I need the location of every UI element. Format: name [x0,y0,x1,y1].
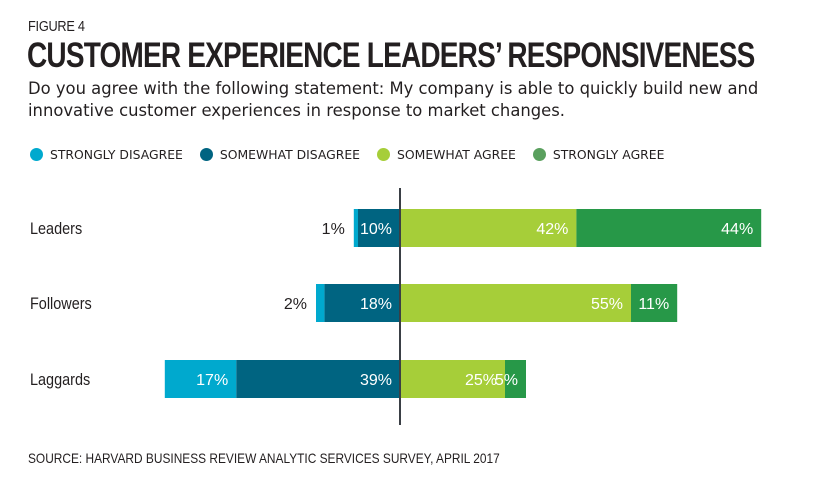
legend-item-somewhat-agree: SOMEWHAT AGREE [377,147,516,162]
bar-somewhat-disagree [324,284,400,322]
bar-somewhat-agree [400,209,577,247]
data-label: 5% [495,372,518,389]
legend-swatch [532,148,546,161]
bar-strongly-agree [631,284,678,322]
legend-label: STRONGLY AGREE [552,147,665,162]
bar-somewhat-disagree [236,360,400,398]
data-label: 1% [322,221,345,238]
bar-somewhat-agree [400,284,631,322]
data-label: 55% [591,296,623,313]
chart-subtitle: Do you agree with the following statemen… [28,79,759,120]
data-label: 17% [196,372,228,389]
chart-title: CUSTOMER EXPERIENCE LEADERS’ RESPONSIVEN… [27,36,755,75]
category-label: Leaders [30,220,82,238]
data-label: 10% [360,221,392,238]
data-label: 18% [360,296,392,313]
category-label: Followers [30,295,92,313]
legend-swatch [199,148,213,161]
legend-label: SOMEWHAT AGREE [397,147,516,162]
category-label: Laggards [30,371,90,389]
legend: STRONGLY DISAGREE SOMEWHAT DISAGREE SOME… [30,147,681,162]
data-label: 11% [638,296,669,313]
legend-item-somewhat-disagree: SOMEWHAT DISAGREE [199,147,361,162]
legend-item-strongly-disagree: STRONGLY DISAGREE [30,147,183,162]
legend-swatch [377,148,391,161]
data-label: 2% [284,296,307,313]
legend-item-strongly-agree: STRONGLY AGREE [532,147,665,162]
legend-label: STRONGLY DISAGREE [50,147,183,162]
data-label: 39% [360,372,392,389]
legend-swatch [30,148,43,161]
data-label: 25% [465,372,497,389]
bar-strongly-agree [505,360,526,398]
legend-label: SOMEWHAT DISAGREE [219,147,361,162]
bar-somewhat-agree [400,360,505,398]
bar-somewhat-disagree [358,209,400,247]
data-label: 42% [536,221,568,238]
source-note: SOURCE: HARVARD BUSINESS REVIEW ANALYTIC… [28,450,500,466]
bar-strongly-agree [576,209,762,247]
data-label: 44% [721,221,753,238]
bar-strongly-disagree [316,284,325,322]
bar-strongly-disagree [353,209,358,247]
figure-label: FIGURE 4 [28,18,85,35]
bar-strongly-disagree [164,360,237,398]
